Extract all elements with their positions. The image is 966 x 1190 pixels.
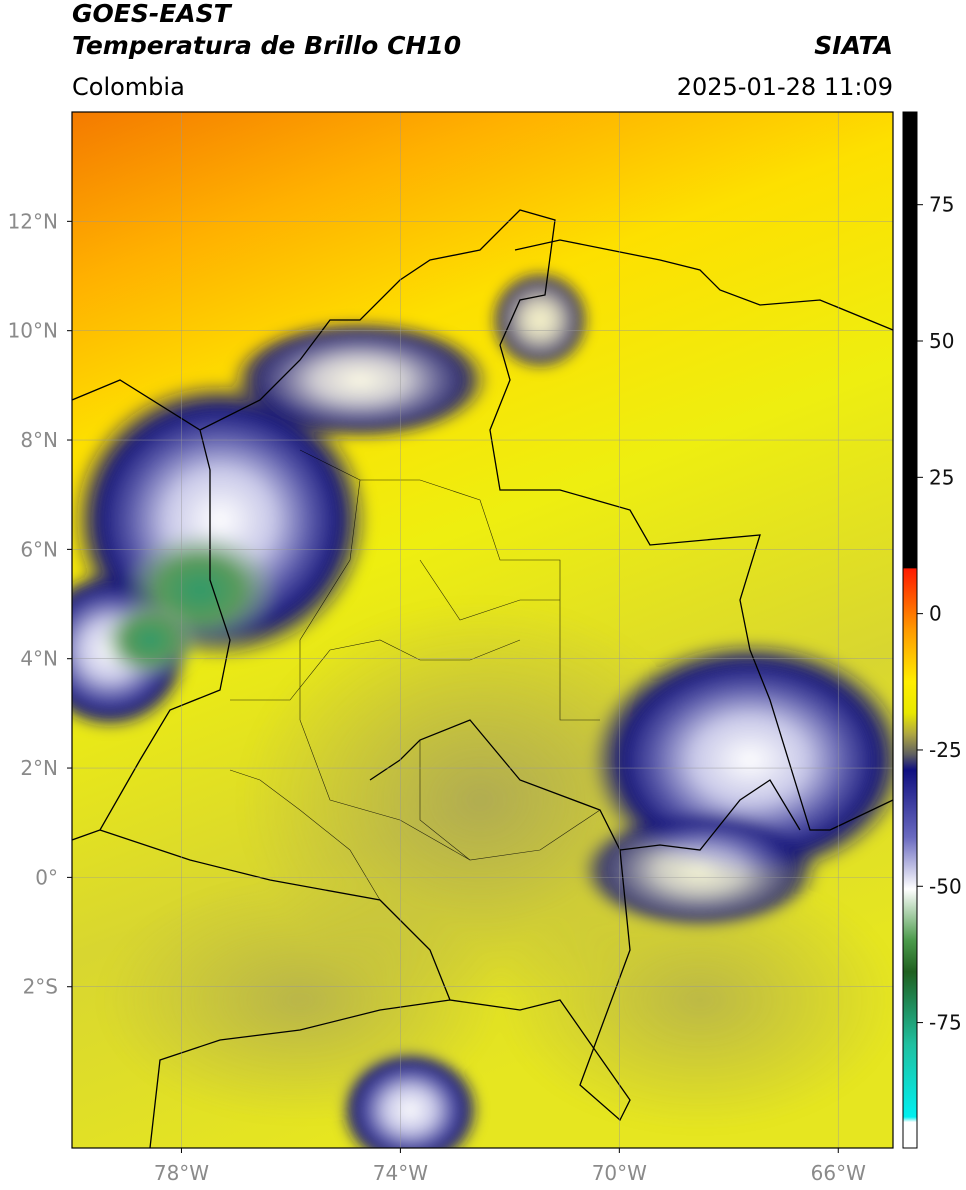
colorbar-tick-label: 75 [929, 193, 954, 217]
grid [72, 112, 893, 1148]
y-tick-label: 2°S [23, 975, 58, 999]
region: Colombia [72, 73, 185, 101]
y-tick-label: 12°N [8, 209, 58, 233]
colorbar-tick-label: -50 [929, 874, 962, 898]
map-image [72, 112, 893, 1148]
subtitle: Temperatura de Brillo CH10 [72, 31, 461, 60]
y-tick-label: 10°N [8, 319, 58, 343]
colorbar-tick-label: 0 [929, 602, 942, 626]
colorbar-tick-label: 25 [929, 465, 954, 489]
x-tick-label: 78°W [154, 1161, 209, 1185]
y-tick-label: 8°N [20, 428, 58, 452]
x-tick-label: 74°W [373, 1161, 428, 1185]
colorbar-tick-label: -25 [929, 738, 962, 762]
y-tick-label: 6°N [20, 537, 58, 561]
colorbar [902, 111, 918, 1149]
x-tick-label: 66°W [811, 1161, 866, 1185]
y-tick-label: 2°N [20, 756, 58, 780]
source: SIATA [814, 31, 893, 60]
y-tick-label: 0° [35, 865, 58, 889]
datetime: 2025-01-28 11:09 [677, 73, 893, 101]
title: GOES-EAST [72, 0, 233, 28]
colorbar-tick-label: 50 [929, 329, 954, 353]
x-tick-label: 70°W [592, 1161, 647, 1185]
colorbar-tick-label: -75 [929, 1011, 962, 1035]
y-tick-label: 4°N [20, 647, 58, 671]
map-frame [71, 111, 894, 1149]
